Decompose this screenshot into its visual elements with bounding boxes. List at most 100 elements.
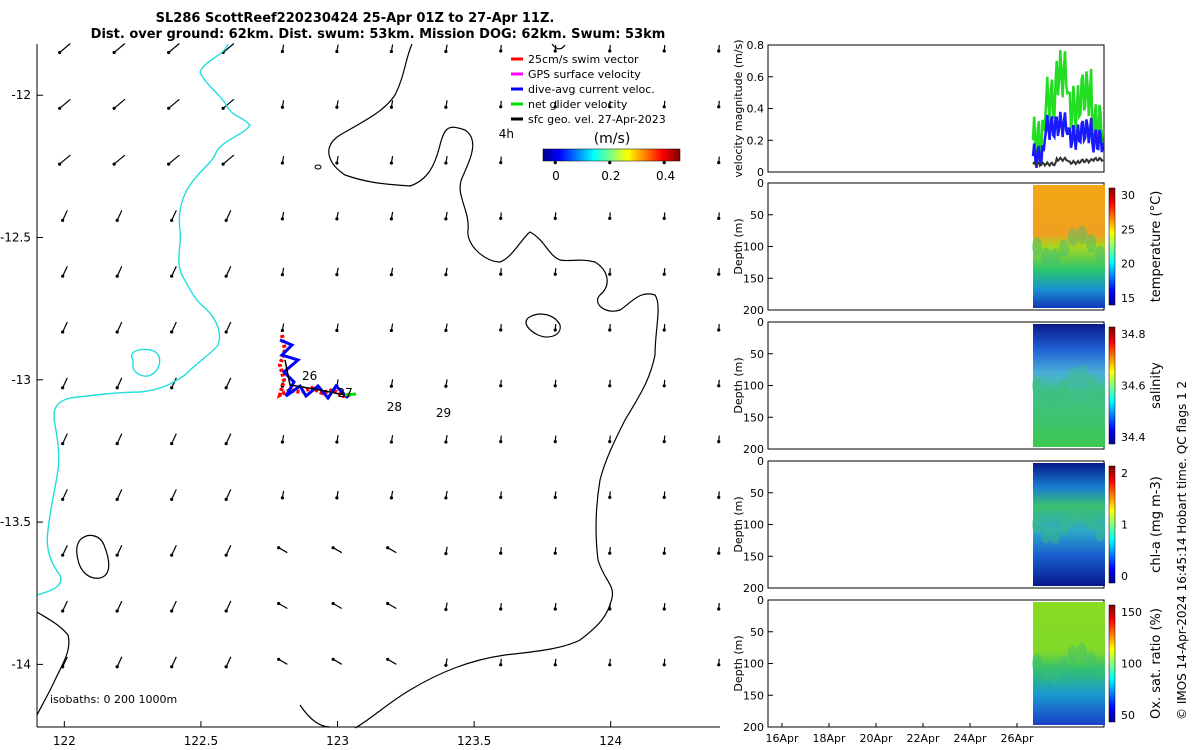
map-x-ticks: 122 122.5 123 123.5 124 bbox=[53, 721, 622, 748]
velocity-arrow-head bbox=[61, 386, 65, 390]
section-texture bbox=[1095, 662, 1105, 681]
velocity-arrow bbox=[171, 544, 177, 556]
velocity-arrow-head bbox=[444, 105, 448, 109]
velocity-arrow-head bbox=[662, 439, 666, 444]
section-plot bbox=[1033, 602, 1105, 725]
velocity-arrow-head bbox=[58, 50, 62, 55]
velocity-arrow-head bbox=[662, 384, 666, 388]
velocity-arrow-head bbox=[224, 553, 228, 557]
day-labels: 26 27 28 29 4h bbox=[302, 127, 514, 420]
velocity-arrow bbox=[225, 321, 232, 333]
panel-colorbar bbox=[1108, 465, 1116, 584]
velocity-arrow-head bbox=[662, 160, 666, 165]
velocity-arrow bbox=[116, 656, 123, 668]
velocity-arrow bbox=[387, 658, 397, 665]
velocity-arrow-head bbox=[662, 328, 666, 332]
velocity-arrow-head bbox=[444, 440, 448, 444]
velocity-arrow-head bbox=[170, 274, 174, 278]
velocity-arrow-head bbox=[608, 49, 612, 53]
velocity-arrow-head bbox=[662, 49, 666, 53]
velocity-arrow-head bbox=[608, 272, 612, 276]
panel-colorbar-tick: 30 bbox=[1121, 189, 1135, 202]
velocity-arrow bbox=[225, 544, 232, 556]
velocity-arrow-head bbox=[662, 551, 666, 555]
section-texture bbox=[1086, 651, 1096, 670]
panel-colorbar-tick: 34.8 bbox=[1121, 328, 1146, 341]
velocity-arrow-head bbox=[61, 609, 65, 613]
panel-y-tick-label: 100 bbox=[743, 658, 764, 671]
panel-colorbar-label: Ox. sat. ratio (%) bbox=[1149, 608, 1164, 719]
velocity-arrow-head bbox=[717, 384, 721, 388]
velocity-arrow-head bbox=[61, 441, 65, 446]
velocity-arrow-head bbox=[170, 218, 174, 222]
velocity-arrow bbox=[62, 489, 68, 500]
velocity-arrow-head bbox=[499, 495, 503, 499]
day-label: 27 bbox=[338, 386, 353, 400]
velocity-arrow-head bbox=[444, 217, 448, 221]
panel-colorbar-tick: 50 bbox=[1121, 709, 1135, 722]
velocity-arrow-head bbox=[553, 384, 557, 388]
velocity-arrow-head bbox=[280, 217, 284, 221]
section-texture bbox=[1059, 517, 1069, 536]
title-line-2: Dist. over ground: 62km. Dist. swum: 53k… bbox=[91, 27, 666, 42]
panel-2: 0 50 100 150 200 Depth (m) 15 20 25 30 temperature… bbox=[732, 177, 1164, 317]
velocity-arrow bbox=[62, 321, 68, 333]
velocity-arrow bbox=[171, 377, 177, 389]
velocity-arrow-head bbox=[61, 330, 65, 334]
velocity-arrow-head bbox=[115, 553, 119, 557]
panel-y-tick-label: 0.4 bbox=[747, 103, 765, 116]
velocity-arrow-head bbox=[553, 216, 557, 220]
section-texture bbox=[1077, 503, 1087, 522]
velocity-arrow bbox=[225, 377, 232, 389]
velocity-arrow-head bbox=[112, 106, 116, 110]
section-texture bbox=[1068, 367, 1078, 386]
section-texture bbox=[1095, 523, 1105, 542]
panel-colorbar-tick: 15 bbox=[1121, 292, 1135, 305]
velocity-arrow-head bbox=[499, 272, 503, 276]
velocity-arrow bbox=[59, 43, 71, 53]
velocity-arrow bbox=[168, 43, 180, 53]
velocity-arrow-head bbox=[221, 106, 225, 110]
velocity-arrow-head bbox=[277, 657, 281, 661]
section-texture bbox=[1050, 526, 1060, 545]
velocity-arrow-head bbox=[499, 439, 503, 444]
velocity-arrow-head bbox=[389, 440, 393, 444]
section-texture bbox=[1077, 225, 1087, 244]
time-tick-label: 24Apr bbox=[953, 732, 987, 745]
series-line bbox=[1031, 50, 1105, 163]
velocity-arrow-head bbox=[386, 657, 390, 661]
section-texture bbox=[1077, 364, 1087, 383]
velocity-arrow-head bbox=[389, 105, 393, 109]
velocity-arrow-head bbox=[608, 216, 612, 220]
legend-label: GPS surface velocity bbox=[528, 68, 641, 81]
velocity-arrow bbox=[116, 210, 123, 221]
isobath-main bbox=[328, 43, 659, 729]
isobath-ring-1 bbox=[76, 534, 110, 579]
section-texture bbox=[1041, 525, 1051, 544]
velocity-arrow bbox=[278, 602, 288, 610]
velocity-arrow-head bbox=[717, 49, 721, 53]
isobath-left bbox=[36, 611, 70, 716]
velocity-arrow-head bbox=[277, 546, 281, 550]
velocity-arrow-head bbox=[553, 272, 557, 276]
velocity-arrow bbox=[116, 265, 123, 277]
panel-y-tick-label: 50 bbox=[750, 348, 764, 361]
velocity-arrow-head bbox=[662, 607, 666, 611]
velocity-arrow bbox=[171, 265, 177, 277]
panel-colorbar bbox=[1108, 326, 1116, 445]
panel-y-tick-label: 100 bbox=[743, 519, 764, 532]
velocity-arrow bbox=[222, 98, 235, 109]
map-x-tick-label: 122 bbox=[53, 734, 76, 748]
section-texture bbox=[1050, 665, 1060, 684]
velocity-arrow-head bbox=[717, 551, 721, 555]
panel-colorbar-tick: 34.4 bbox=[1121, 431, 1146, 444]
section-texture bbox=[1086, 373, 1096, 392]
velocity-arrow bbox=[225, 265, 232, 277]
panel-colorbar-tick: 1 bbox=[1121, 519, 1128, 532]
velocity-arrow-head bbox=[335, 440, 339, 444]
velocity-arrow bbox=[116, 433, 123, 444]
velocity-arrow bbox=[116, 600, 123, 612]
velocity-arrow bbox=[168, 98, 180, 109]
velocity-arrow-head bbox=[662, 495, 666, 499]
velocity-arrow bbox=[62, 265, 68, 277]
